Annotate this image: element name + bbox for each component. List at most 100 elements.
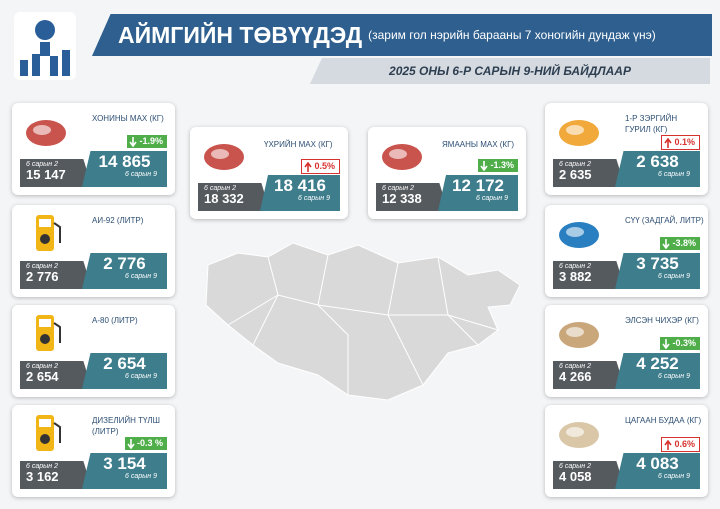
previous-label: 6 сарын 2 bbox=[26, 463, 58, 470]
previous-label: 6 сарын 2 bbox=[559, 363, 591, 370]
current-label: 6 сарын 9 bbox=[125, 373, 157, 380]
item-icon bbox=[36, 215, 61, 251]
change-value: 0.1% bbox=[674, 137, 695, 147]
subtitle: (зарим гол нэрийн барааны 7 хоногийн дун… bbox=[368, 28, 656, 42]
item-icon bbox=[204, 144, 244, 170]
previous-value: 2 776 bbox=[26, 269, 59, 284]
current-box: 3 735 6 сарын 9 bbox=[615, 253, 700, 289]
current-box: 14 865 6 сарын 9 bbox=[82, 151, 167, 187]
change-arrow bbox=[480, 160, 489, 171]
item-icon bbox=[559, 422, 599, 448]
current-label: 6 сарын 9 bbox=[658, 473, 690, 480]
title-banner: АЙМГИЙН ТӨВҮҮДЭД (зарим гол нэрийн бараа… bbox=[92, 14, 712, 56]
change-value: -3.8% bbox=[672, 238, 696, 248]
previous-label: 6 сарын 2 bbox=[559, 263, 591, 270]
change-badge: -1.3% bbox=[478, 159, 518, 172]
previous-box: 6 сарын 2 12 338 bbox=[376, 183, 448, 211]
current-value: 2 776 bbox=[103, 254, 146, 273]
change-badge: -0.3% bbox=[660, 337, 700, 350]
current-label: 6 сарын 9 bbox=[125, 171, 157, 178]
item-name: АИ-92 (ЛИТР) bbox=[92, 216, 144, 225]
current-label: 6 сарын 9 bbox=[298, 195, 330, 202]
previous-value: 4 058 bbox=[559, 469, 592, 484]
previous-value: 3 882 bbox=[559, 269, 592, 284]
item-name: ҮХРИЙН МАХ (КГ) bbox=[264, 140, 333, 149]
change-value: -0.3% bbox=[672, 338, 696, 348]
current-value: 2 638 bbox=[636, 152, 679, 171]
change-arrow bbox=[662, 238, 671, 249]
current-label: 6 сарын 9 bbox=[476, 195, 508, 202]
previous-box: 6 сарын 2 18 332 bbox=[198, 183, 270, 211]
previous-box: 6 сарын 2 15 147 bbox=[20, 159, 92, 187]
item-icon bbox=[36, 315, 61, 351]
previous-value: 12 338 bbox=[382, 191, 422, 206]
current-box: 3 154 6 сарын 9 bbox=[82, 453, 167, 489]
item-icon bbox=[36, 415, 61, 451]
current-box: 4 083 6 сарын 9 bbox=[615, 453, 700, 489]
current-label: 6 сарын 9 bbox=[658, 171, 690, 178]
current-box: 4 252 6 сарын 9 bbox=[615, 353, 700, 389]
current-box: 2 638 6 сарын 9 bbox=[615, 151, 700, 187]
change-arrow bbox=[304, 161, 313, 172]
change-arrow bbox=[662, 338, 671, 349]
item-name: А-80 (ЛИТР) bbox=[92, 316, 138, 325]
change-badge: 0.5% bbox=[301, 159, 340, 174]
change-badge: -0.3 % bbox=[124, 437, 167, 450]
previous-value: 2 654 bbox=[26, 369, 59, 384]
previous-value: 15 147 bbox=[26, 167, 66, 182]
current-value: 18 416 bbox=[274, 176, 326, 195]
current-value: 4 083 bbox=[636, 454, 679, 473]
item-card: ХОНИНЫ МАХ (КГ) 6 сарын 2 15 147 14 865 6 са… bbox=[12, 103, 175, 195]
item-icon bbox=[559, 222, 599, 248]
change-badge: 0.6% bbox=[661, 437, 700, 452]
item-icon bbox=[559, 120, 599, 146]
previous-label: 6 сарын 2 bbox=[559, 161, 591, 168]
title: АЙМГИЙН ТӨВҮҮДЭД bbox=[118, 21, 363, 48]
item-name: ЯМААНЫ МАХ (КГ) bbox=[442, 140, 515, 149]
current-label: 6 сарын 9 bbox=[125, 473, 157, 480]
current-box: 2 776 6 сарын 9 bbox=[82, 253, 167, 289]
item-name: ЦАГААН БУДАА (КГ) bbox=[625, 416, 702, 425]
item-name: 1-Р ЗЭРГИЙН ГУРИЛ (КГ) bbox=[625, 114, 678, 134]
item-card: ЯМААНЫ МАХ (КГ) 6 сарын 2 12 338 12 172 6 са… bbox=[368, 127, 526, 219]
change-value: -0.3 % bbox=[136, 438, 163, 448]
current-value: 4 252 bbox=[636, 354, 679, 373]
previous-value: 2 635 bbox=[559, 167, 592, 182]
change-badge: -1.9% bbox=[127, 135, 167, 148]
current-label: 6 сарын 9 bbox=[125, 273, 157, 280]
change-badge: 0.1% bbox=[661, 135, 700, 150]
change-value: 0.5% bbox=[314, 161, 335, 171]
previous-label: 6 сарын 2 bbox=[26, 363, 58, 370]
item-name: ХОНИНЫ МАХ (КГ) bbox=[92, 114, 164, 123]
current-value: 14 865 bbox=[98, 152, 151, 171]
current-box: 18 416 6 сарын 9 bbox=[260, 175, 340, 211]
current-value: 3 154 bbox=[103, 454, 146, 473]
previous-value: 3 162 bbox=[26, 469, 59, 484]
change-value: 0.6% bbox=[674, 439, 695, 449]
logo bbox=[14, 12, 76, 80]
current-label: 6 сарын 9 bbox=[658, 373, 690, 380]
date-bar: 2025 ОНЫ 6-Р САРЫН 9-НИЙ БАЙДЛААР bbox=[310, 58, 710, 84]
change-arrow bbox=[664, 137, 673, 148]
previous-label: 6 сарын 2 bbox=[204, 185, 236, 192]
previous-label: 6 сарын 2 bbox=[559, 463, 591, 470]
item-card: ҮХРИЙН МАХ (КГ) 6 сарын 2 18 332 18 416 6 са… bbox=[190, 127, 348, 219]
change-arrow bbox=[664, 439, 673, 450]
item-icon bbox=[382, 144, 422, 170]
previous-label: 6 сарын 2 bbox=[382, 185, 414, 192]
current-value: 3 735 bbox=[636, 254, 679, 273]
item-name: ЭЛСЭН ЧИХЭР (КГ) bbox=[625, 316, 699, 325]
current-label: 6 сарын 9 bbox=[658, 273, 690, 280]
